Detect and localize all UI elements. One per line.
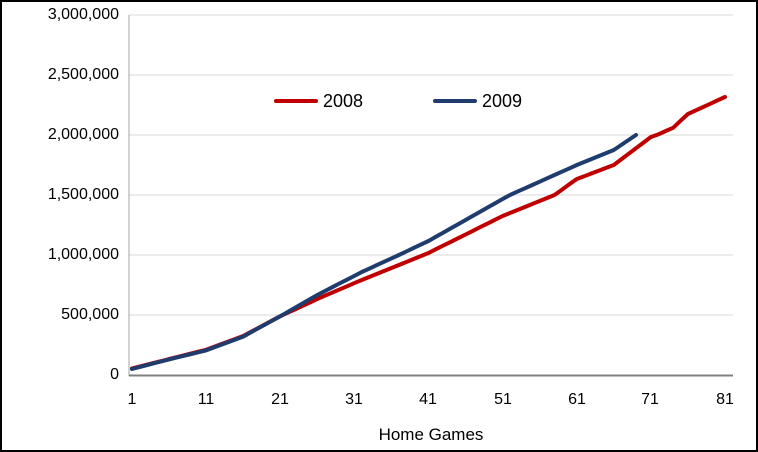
- y-axis-tick-label: 2,000,000: [47, 126, 119, 143]
- x-axis-tick-label: 31: [345, 391, 363, 408]
- legend-line-2008-icon: [274, 99, 318, 103]
- x-axis-tick-label: 41: [419, 391, 437, 408]
- y-axis-tick-label: 2,500,000: [47, 66, 119, 83]
- x-axis-title: Home Games: [378, 425, 484, 444]
- y-axis-tick-label: 3,000,000: [47, 6, 119, 23]
- x-axis-tick-label: 21: [271, 391, 289, 408]
- y-axis-tick-label: 0: [110, 366, 119, 383]
- series-line-2009: [130, 133, 638, 371]
- y-axis-tick-label: 500,000: [61, 306, 119, 323]
- series-line-2008: [130, 95, 727, 371]
- x-axis-tick-label: 51: [494, 391, 512, 408]
- x-axis-tick-label: 1: [127, 391, 137, 408]
- legend-line-2009-icon: [433, 99, 477, 103]
- legend-item-2008: 2008: [274, 89, 363, 113]
- x-axis-tick-label: 81: [716, 391, 734, 408]
- x-axis-tick-label: 61: [568, 391, 586, 408]
- y-axis-tick-label: 1,000,000: [47, 246, 119, 263]
- x-axis-tick-label: 71: [641, 391, 659, 408]
- x-axis-tick-label: 11: [197, 391, 215, 408]
- legend-label-2008: 2008: [323, 91, 364, 111]
- legend-label-2009: 2009: [482, 91, 523, 111]
- legend-item-2009: 2009: [433, 89, 522, 113]
- y-axis-tick-label: 1,500,000: [47, 186, 119, 203]
